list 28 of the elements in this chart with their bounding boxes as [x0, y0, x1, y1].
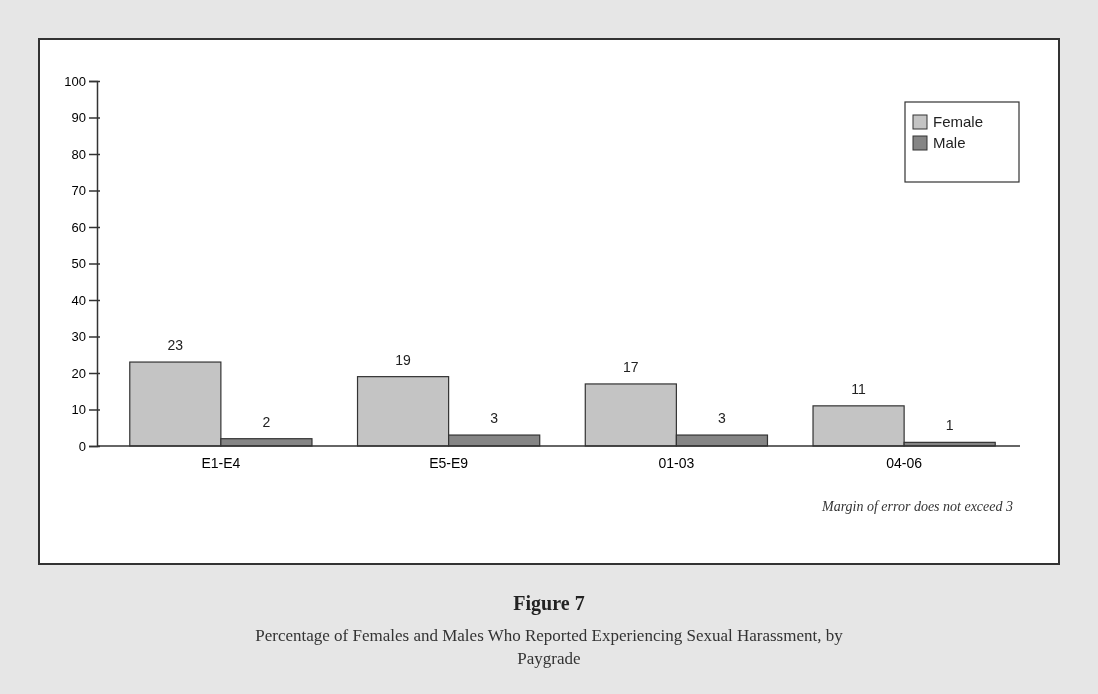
data-label: 19: [395, 351, 412, 368]
y-tick-label: 30: [71, 329, 86, 345]
x-tick-label: E5-E9: [429, 454, 469, 471]
data-label: 11: [851, 380, 867, 397]
y-tick-label: 40: [71, 292, 86, 308]
x-tick-label: E1-E4: [201, 454, 241, 471]
y-tick-label: 90: [71, 110, 86, 126]
data-label: 2: [262, 413, 271, 430]
text: Percentage of Females and Males Who Reported Experiencing Sexual Harassment, by Paygrade: [254, 625, 844, 670]
data-label: 23: [167, 337, 184, 354]
y-tick-label: 100: [64, 73, 86, 89]
data-label: 3: [490, 410, 499, 427]
data-label: 3: [718, 410, 727, 427]
x-tick-label: 01-03: [658, 454, 695, 471]
y-tick-label: 60: [71, 219, 86, 235]
y-tick-label: 50: [71, 256, 86, 272]
data-label: 17: [623, 358, 639, 375]
data-label: 1: [945, 417, 954, 434]
text: Figure 7: [512, 592, 586, 615]
legend-label: Female: [933, 113, 984, 130]
y-tick-label: 20: [71, 365, 86, 381]
x-tick-label: 04-06: [886, 454, 923, 471]
text: Margin of error does not exceed 3: [820, 499, 1013, 514]
y-tick-label: 70: [71, 183, 86, 199]
legend-label: Male: [933, 134, 966, 151]
y-tick-label: 80: [71, 146, 86, 162]
y-tick-label: 0: [78, 438, 86, 454]
y-tick-label: 10: [71, 402, 86, 418]
